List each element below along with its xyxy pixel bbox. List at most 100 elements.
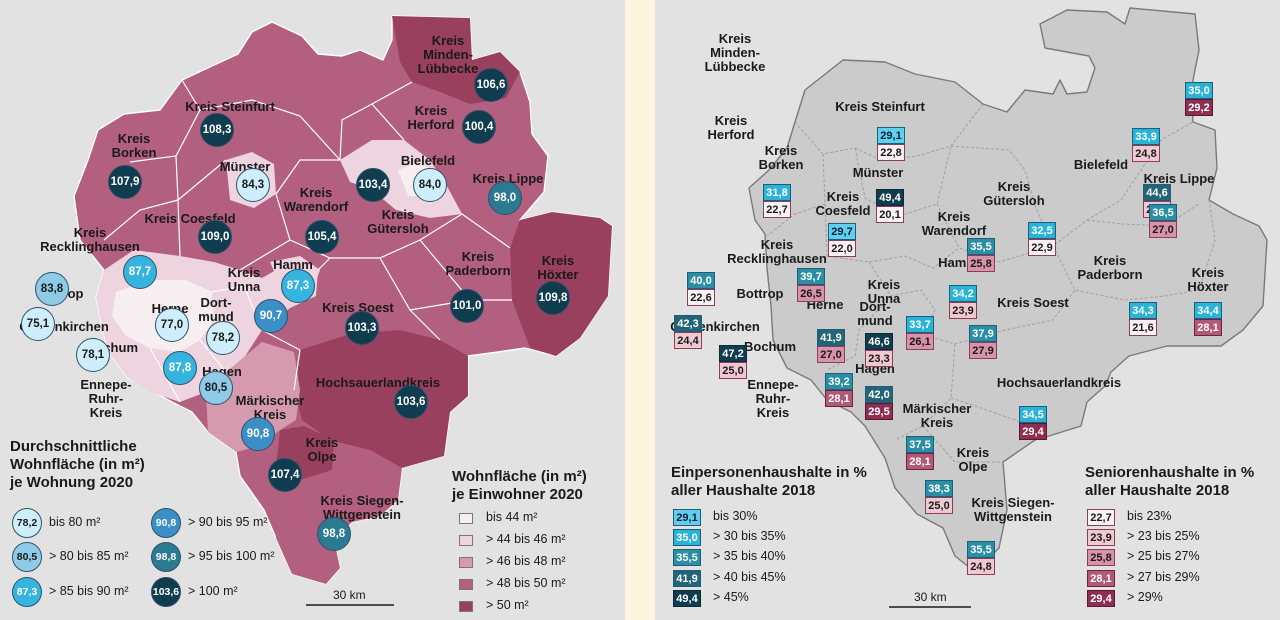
dwelling-size-circle: 109,0	[198, 220, 232, 254]
dwelling-size-circle: 100,4	[462, 110, 496, 144]
dwelling-size-circle: 107,9	[108, 165, 142, 199]
legend-circle-label: > 90 bis 95 m²	[188, 515, 268, 529]
household-value-pair: 37,5 28,1	[906, 436, 934, 470]
legend-box: 25,8	[1087, 549, 1115, 566]
senior-household-value: 22,6	[687, 289, 715, 306]
senior-household-value: 29,5	[865, 403, 893, 420]
region-label: Kreis Warendorf	[921, 209, 987, 238]
region-label: Märkischer Kreis	[235, 393, 305, 422]
dwelling-size-circle: 108,3	[200, 113, 234, 147]
household-value-pair: 34,4 28,1	[1194, 302, 1222, 336]
senior-household-value: 25,0	[925, 497, 953, 514]
senior-household-value: 24,4	[674, 332, 702, 349]
legend-box: 49,4	[673, 590, 701, 607]
dwelling-size-circle: 84,3	[236, 168, 270, 202]
region-label: Kreis Soest	[322, 300, 394, 315]
dwelling-size-circle: 78,2	[206, 321, 240, 355]
household-value-pair: 34,3 21,6	[1129, 302, 1157, 336]
single-person-value: 29,7	[828, 223, 856, 240]
density-area-maerkisch	[206, 342, 300, 452]
dwelling-size-circle: 87,7	[123, 255, 157, 289]
region-label: Hamm	[273, 257, 313, 272]
dwelling-size-circle: 106,6	[474, 68, 508, 102]
household-value-pair: 33,7 26,1	[906, 316, 934, 350]
region-boundaries-right	[766, 103, 1216, 463]
legend-box: 23,9	[1087, 529, 1115, 546]
single-person-value: 34,5	[1019, 406, 1047, 423]
household-value-pair: 31,8 22,7	[763, 184, 791, 218]
region-label: Kreis Gütersloh	[983, 179, 1045, 208]
legend-box-label: bis 23%	[1127, 509, 1172, 523]
senior-household-value: 27,0	[1149, 221, 1177, 238]
single-person-value: 49,4	[876, 189, 904, 206]
region-label: Kreis Olpe	[305, 435, 339, 464]
household-value-pair: 35,0 29,2	[1185, 82, 1213, 116]
household-value-pair: 39,7 26,5	[797, 268, 825, 302]
household-value-pair: 47,2 25,0	[719, 345, 747, 379]
senior-household-value: 22,9	[1028, 239, 1056, 256]
region-label: Kreis Unna	[227, 265, 261, 294]
senior-household-value: 21,6	[1129, 319, 1157, 336]
density-area-hochsauerland	[294, 330, 468, 468]
senior-household-value: 28,1	[906, 453, 934, 470]
legend-box-label: > 45%	[713, 590, 749, 604]
legend-box-label: > 25 bis 27%	[1127, 549, 1200, 563]
region-label: Kreis Borken	[111, 131, 157, 160]
dwelling-size-circle: 105,4	[305, 220, 339, 254]
single-person-value: 34,2	[949, 285, 977, 302]
legend-circle: 103,6	[151, 577, 181, 607]
senior-household-value: 24,8	[1132, 145, 1160, 162]
dwelling-size-circle: 103,4	[356, 168, 390, 202]
dwelling-size-circle: 87,8	[163, 351, 197, 385]
region-label: Ennepe- Ruhr- Kreis	[747, 377, 799, 420]
dwelling-size-circle: 75,1	[21, 307, 55, 341]
legend-density-title: Wohnfläche (in m²) je Einwohner 2020	[452, 468, 587, 503]
single-person-value: 39,2	[825, 373, 853, 390]
region-label: Kreis Herford	[707, 113, 755, 142]
single-person-value: 46,6	[865, 333, 893, 350]
legend-box: 29,4	[1087, 590, 1115, 607]
legend-ep-title: Einpersonenhaushalte in % aller Haushalt…	[671, 464, 867, 499]
legend-box-label: > 27 bis 29%	[1127, 570, 1200, 584]
senior-household-value: 26,1	[906, 333, 934, 350]
household-value-pair: 35,5 25,8	[967, 238, 995, 272]
legend-density-label: > 50 m²	[486, 598, 529, 612]
legend-box: 41,9	[673, 570, 701, 587]
region-label: Kreis Steinfurt	[185, 99, 275, 114]
region-label: Kreis Gütersloh	[367, 207, 429, 236]
legend-circles-title: Durchschnittliche Wohnfläche (in m²) je …	[10, 438, 145, 491]
household-value-pair: 42,3 24,4	[674, 315, 702, 349]
region-label: Kreis Minden- Lübbecke	[704, 31, 766, 74]
region-label: Kreis Lippe	[1143, 171, 1215, 186]
senior-household-value: 29,4	[1019, 423, 1047, 440]
single-person-value: 37,9	[969, 325, 997, 342]
region-label: Kreis Soest	[997, 295, 1069, 310]
living-space-map-panel: Kreis Minden- Lübbecke Kreis Steinfurt Kre…	[0, 0, 625, 620]
household-value-pair: 41,9 27,0	[817, 329, 845, 363]
legend-circle: 87,3	[12, 577, 42, 607]
legend-box: 28,1	[1087, 570, 1115, 587]
senior-household-value: 23,3	[865, 350, 893, 367]
household-value-pair: 34,5 29,4	[1019, 406, 1047, 440]
household-value-pair: 29,7 22,0	[828, 223, 856, 257]
single-person-value: 35,0	[1185, 82, 1213, 99]
legend-box-label: > 29%	[1127, 590, 1163, 604]
region-label: Kreis Recklinghausen	[40, 225, 140, 254]
dwelling-size-circle: 90,7	[254, 299, 288, 333]
single-person-value: 31,8	[763, 184, 791, 201]
dwelling-size-circle: 109,8	[536, 281, 570, 315]
legend-density-label: > 46 bis 48 m²	[486, 554, 566, 568]
household-value-pair: 33,9 24,8	[1132, 128, 1160, 162]
dwelling-size-circle: 98,0	[488, 181, 522, 215]
dwelling-size-circle: 78,1	[76, 338, 110, 372]
legend-density-label: bis 44 m²	[486, 510, 538, 524]
senior-household-value: 22,8	[877, 144, 905, 161]
legend-density-label: > 48 bis 50 m²	[486, 576, 566, 590]
single-person-value: 42,0	[865, 386, 893, 403]
region-label: Kreis Herford	[407, 103, 455, 132]
legend-density-swatch	[459, 557, 473, 568]
single-person-value: 39,7	[797, 268, 825, 285]
legend-circle-label: bis 80 m²	[49, 515, 101, 529]
region-label: Märkischer Kreis	[902, 401, 972, 430]
